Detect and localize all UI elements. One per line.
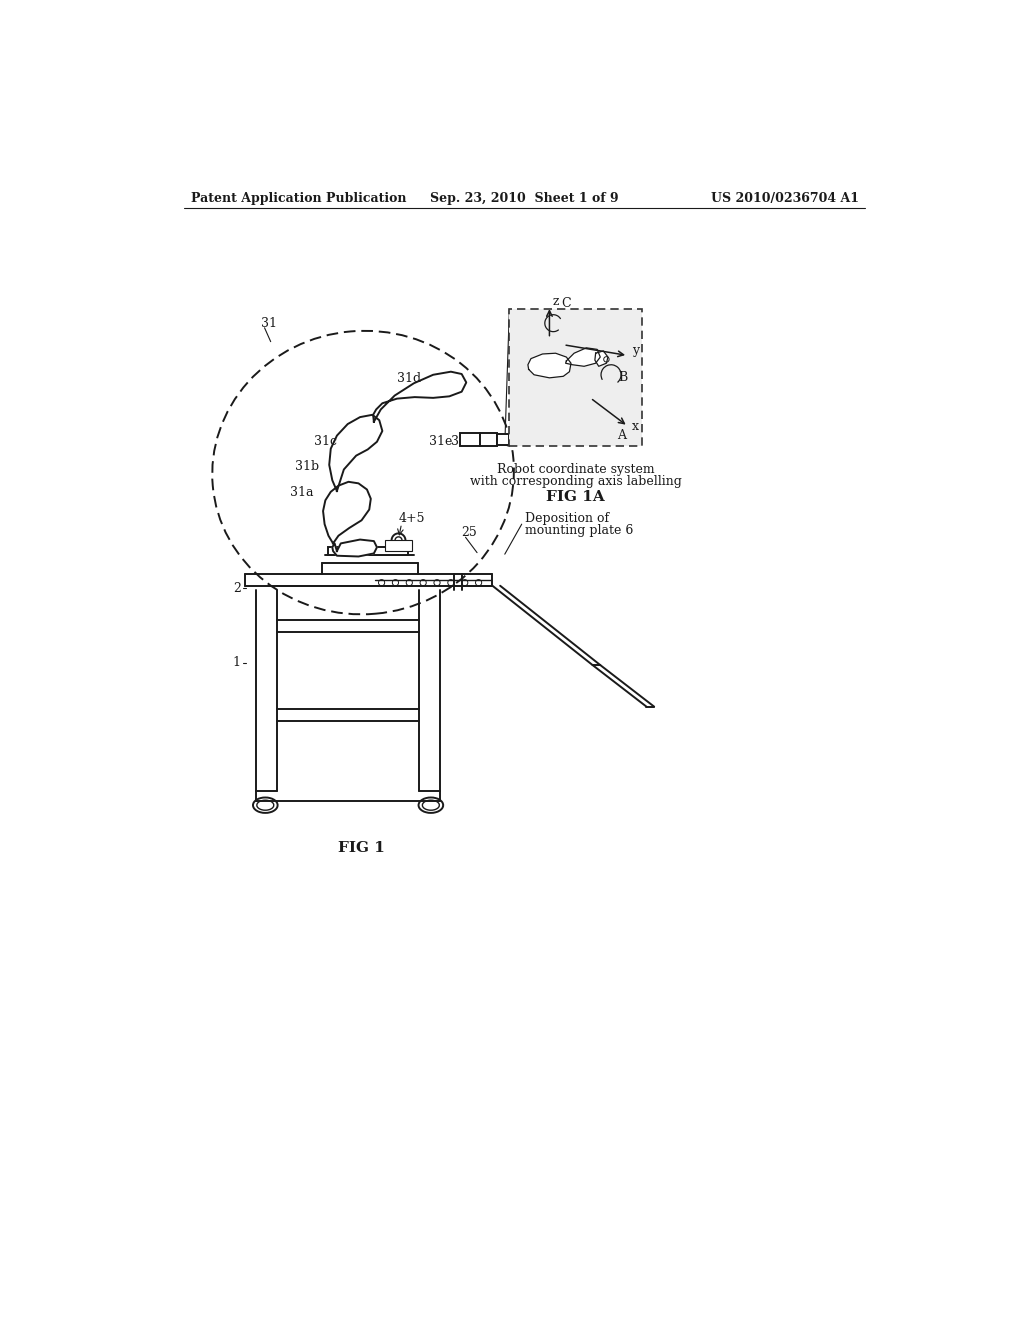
Text: Patent Application Publication: Patent Application Publication [190, 191, 407, 205]
Bar [328, 548, 408, 554]
Text: 31b: 31b [295, 459, 318, 473]
Bar [497, 434, 509, 445]
Text: z: z [553, 296, 559, 308]
Polygon shape [595, 351, 608, 367]
Text: FIG 1: FIG 1 [338, 841, 385, 854]
Text: B: B [618, 371, 628, 384]
Text: 31e: 31e [429, 436, 453, 449]
Polygon shape [323, 482, 371, 544]
Text: US 2010/0236704 A1: US 2010/0236704 A1 [711, 191, 859, 205]
Text: 34a: 34a [451, 436, 474, 449]
Polygon shape [330, 414, 382, 491]
Text: 31: 31 [261, 317, 278, 330]
Text: 1: 1 [232, 656, 241, 669]
Text: C: C [561, 297, 570, 310]
Text: x: x [632, 420, 639, 433]
Text: FIG 1A: FIG 1A [546, 490, 605, 504]
Text: 4+5: 4+5 [398, 512, 425, 525]
Text: Robot coordinate system: Robot coordinate system [497, 463, 654, 477]
Text: with corresponding axis labelling: with corresponding axis labelling [470, 475, 682, 488]
Text: Deposition of: Deposition of [524, 512, 609, 525]
Bar [480, 433, 497, 446]
Text: 25: 25 [462, 527, 477, 539]
Text: 31d: 31d [397, 372, 421, 385]
Polygon shape [333, 540, 377, 557]
Text: Sep. 23, 2010  Sheet 1 of 9: Sep. 23, 2010 Sheet 1 of 9 [430, 191, 620, 205]
Bar [460, 433, 480, 446]
Text: A: A [617, 429, 627, 442]
Text: 31c: 31c [313, 436, 337, 449]
Text: 31a: 31a [290, 486, 313, 499]
Polygon shape [565, 348, 600, 367]
Text: 2: 2 [232, 582, 241, 594]
Text: mounting plate 6: mounting plate 6 [524, 524, 633, 537]
Polygon shape [528, 354, 571, 378]
Bar [385, 540, 412, 552]
Text: y: y [632, 345, 639, 358]
Bar [509, 309, 642, 446]
Polygon shape [373, 372, 466, 422]
